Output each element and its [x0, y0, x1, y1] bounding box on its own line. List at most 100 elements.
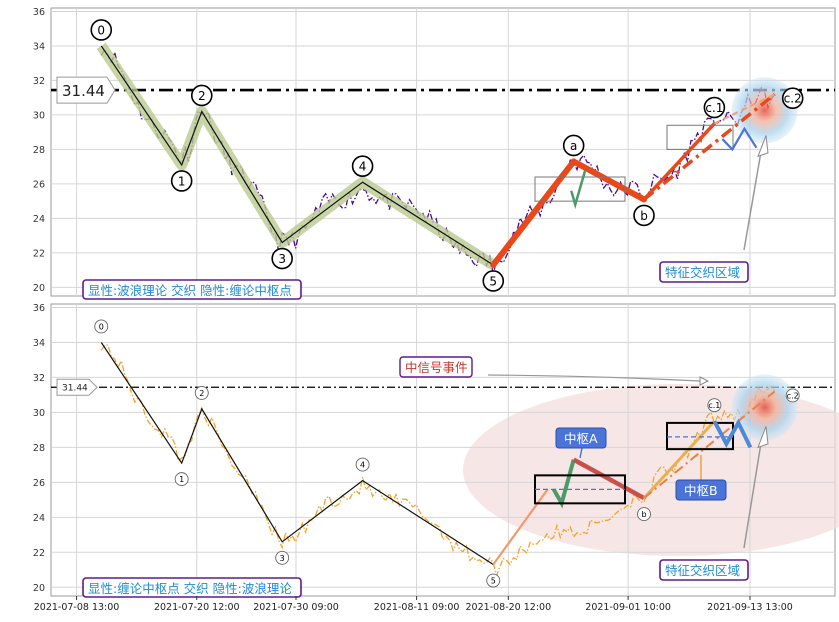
x-tick-label: 2021-09-13 13:00: [707, 602, 793, 613]
y-tick-label: 32: [33, 76, 45, 87]
move-b-c2: [642, 92, 776, 201]
wave-label-circle: [482, 270, 505, 292]
wave-impulse: [100, 45, 494, 266]
reference-value: 31.44: [62, 384, 88, 394]
move-b-c2: [643, 390, 776, 499]
y-tick-label: 30: [33, 408, 45, 419]
glow-circle: [731, 374, 798, 441]
glow-circle: [731, 77, 798, 144]
reference-value: 31.44: [62, 82, 105, 100]
zone-pointer: [743, 145, 763, 251]
zone-pointer-head: [757, 426, 769, 449]
wave-label-text: 2: [198, 89, 206, 103]
wave-label-circle: [94, 319, 109, 334]
blue-zigzag: [712, 418, 753, 449]
y-tick-label: 28: [33, 443, 45, 454]
wave-label-text: 4: [359, 160, 367, 174]
wave-label-circle: [194, 385, 209, 400]
wave-label-text: c.2: [787, 391, 799, 400]
wave-label-text: b: [641, 510, 646, 519]
inner-zigzag-a: [570, 169, 587, 210]
y-tick-label: 20: [33, 583, 45, 594]
y-tick-label: 34: [33, 338, 45, 349]
bottom-legend-box: 显性:缠论中枢点 交织 隐性:波浪理论: [82, 577, 302, 598]
move-5-a: [490, 158, 577, 268]
wave-label-text: a: [570, 139, 577, 153]
pivot-box-b: [666, 124, 734, 150]
y-tick-label: 36: [33, 303, 45, 314]
x-tick-label: 2021-08-11 09:00: [374, 602, 460, 613]
wave-label-circle: [190, 84, 213, 107]
wave-label-text: 3: [278, 252, 286, 266]
reference-tag: [56, 378, 98, 396]
pivot-b-text: 中枢B: [684, 483, 718, 498]
wave-label-circle: [633, 204, 655, 227]
x-tick-label: 2021-07-08 13:00: [34, 602, 120, 613]
wave-label-circle: [785, 388, 800, 403]
wave-label-text: c.1: [705, 101, 723, 115]
wave-label-text: c.2: [784, 92, 802, 106]
wave-label-text: 5: [491, 577, 496, 586]
wave-label-text: 4: [360, 461, 365, 470]
top-zone-text: 特征交织区域: [665, 265, 740, 280]
y-tick-label: 22: [33, 248, 45, 259]
pivot-a-box: 中枢A: [555, 427, 607, 449]
wave-label-circle: [637, 507, 651, 522]
y-tick-label: 24: [33, 513, 45, 524]
wave-label-text: 1: [179, 475, 184, 484]
y-tick-label: 34: [33, 41, 45, 52]
top-overlays: [490, 77, 798, 268]
y-tick-label: 32: [33, 373, 45, 384]
top-legend-box: 显性:波浪理论 交织 隐性:缠论中枢点: [82, 279, 302, 300]
wave-label-text: 0: [99, 322, 104, 331]
wave-label-text: 5: [489, 274, 497, 288]
top-grid: [51, 8, 835, 296]
y-tick-label: 36: [33, 7, 45, 18]
pivot-a-pointer: [579, 447, 583, 459]
signal-arrow-head: [699, 376, 710, 386]
y-tick-label: 24: [33, 214, 45, 225]
price-series: [100, 344, 776, 578]
move-b-c1: [642, 420, 716, 500]
move-5-up: [492, 488, 549, 566]
y-tick-label: 28: [33, 145, 45, 156]
zone-pointer: [743, 436, 763, 549]
wave-label-circle: [703, 96, 726, 119]
bottom-wave-labels: 0 1 2 3 4 5 b c.1 c.2: [94, 319, 800, 588]
top-wave-path: [96, 42, 497, 270]
top-zone-box: 特征交织区域: [659, 261, 749, 283]
x-tick-label: 2021-09-01 10:00: [585, 602, 671, 613]
y-tick-label: 30: [33, 110, 45, 121]
pivot-b-box: 中枢B: [675, 479, 727, 501]
wave-label-text: 1: [178, 174, 186, 188]
wave-label-circle: [170, 170, 193, 192]
top-reference-line: 31.44: [51, 76, 835, 104]
bottom-zone-box: 特征交织区域: [659, 559, 749, 581]
wave-label-circle: [275, 550, 290, 565]
inner-zigzag-b: [721, 126, 758, 152]
move-b-c1: [642, 121, 717, 202]
wave-label-text: 3: [280, 554, 285, 563]
wave-label-circle: [562, 134, 585, 157]
x-tick-label: 2021-07-20 12:00: [154, 602, 240, 613]
top-legend-text: 显性:波浪理论 交织 隐性:缠论中枢点: [88, 283, 292, 298]
x-tick-label: 2021-07-30 09:00: [253, 602, 339, 613]
wave-label-circle: [271, 247, 293, 270]
bottom-y-axis: 20 22 24 26 28 30 32 34 36: [33, 303, 45, 594]
pivot-a-text: 中枢A: [564, 431, 598, 446]
y-tick-label: 26: [33, 478, 45, 489]
bottom-wave-path: [100, 342, 494, 566]
pivot-box-a: [534, 176, 626, 202]
wave-label-circle: [707, 398, 722, 413]
bottom-reference-line: 31.44: [51, 378, 835, 396]
signal-arrow: [487, 374, 701, 382]
move-c1-c2: [713, 93, 776, 125]
move-a-b: [570, 158, 648, 203]
wave-label-circle: [174, 472, 189, 487]
y-tick-label: 20: [33, 283, 45, 294]
wave-label-text: 2: [199, 389, 204, 398]
wave-label-circle: [486, 573, 501, 588]
